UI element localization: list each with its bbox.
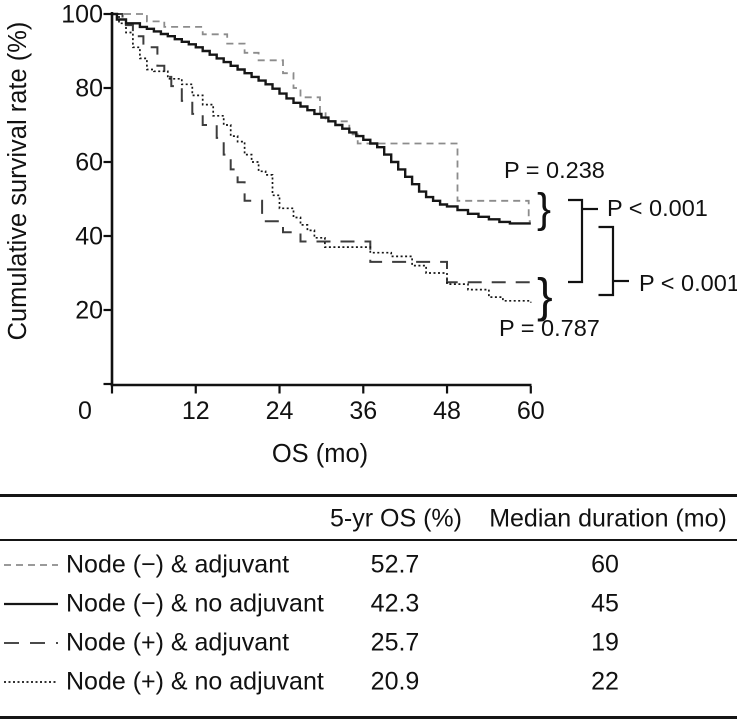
x-tick-label: 12: [182, 397, 210, 425]
p-value-label-p-node-negative-pair: P = 0.238: [504, 157, 605, 183]
table-bottom-rule: [0, 716, 737, 719]
series-label: Node (+) & no adjuvant: [66, 667, 324, 696]
median-duration-value: 19: [591, 628, 619, 657]
p-value-label-p-node-positive-pair: P = 0.787: [499, 315, 600, 341]
table-top-rule: [0, 494, 737, 497]
x-tick-label: 48: [433, 397, 461, 425]
series-label: Node (−) & no adjuvant: [66, 589, 324, 618]
axis-titles: Cumulative survival rate (%) OS (mo): [4, 22, 368, 468]
x-tick-label: 36: [349, 397, 377, 425]
median-duration-value: 45: [591, 589, 619, 618]
line-sample-long-dash: [4, 641, 58, 645]
curve-node-neg-adjuvant: [112, 13, 531, 223]
line-sample-dotted: [4, 681, 58, 683]
brace-node-negative-group: }: [537, 185, 551, 232]
comparison-brackets: [568, 198, 629, 297]
curve-node-pos-adjuvant: [112, 13, 531, 284]
axes: [110, 12, 532, 387]
line-sample-dashed-gray: [4, 564, 58, 566]
y-tick-label: 20: [75, 297, 103, 325]
x-tick-label: 24: [266, 397, 294, 425]
y-tick-label: 60: [75, 149, 103, 177]
bracket-lower: [598, 225, 615, 297]
x-axis-title: OS (mo): [272, 440, 368, 468]
series-label: Node (+) & adjuvant: [66, 628, 290, 657]
bracket-upper: [568, 198, 584, 284]
y-axis-title: Cumulative survival rate (%): [4, 22, 32, 341]
comparison-braces: } }: [537, 185, 553, 322]
five-yr-os-value: 42.3: [370, 589, 420, 618]
line-sample-solid: [4, 602, 58, 606]
median-duration-value: 60: [591, 550, 619, 579]
summary-table: 5-yr OS (%) Median duration (mo) Node (−…: [0, 494, 737, 722]
five-yr-os-value: 25.7: [370, 628, 420, 657]
column-header-median-duration: Median duration (mo): [489, 504, 727, 533]
series-label: Node (−) & adjuvant: [66, 550, 290, 579]
column-header-5yr-os: 5-yr OS (%): [330, 504, 462, 533]
y-tick-label: 100: [61, 1, 103, 29]
curve-node-neg-no-adjuvant: [112, 12, 531, 225]
brace-node-positive-group: }: [537, 269, 553, 322]
p-value-label-p-comparison-lower: P < 0.001: [639, 270, 737, 296]
five-yr-os-value: 52.7: [370, 550, 420, 579]
x-tick-label: 0: [78, 397, 92, 425]
table-header-rule: [0, 538, 737, 541]
axis-ticks: 0 12 24 36 48 60 20 40 60 80 100: [61, 1, 544, 426]
median-duration-value: 22: [591, 667, 619, 696]
y-tick-label: 80: [75, 75, 103, 103]
km-chart: 0 12 24 36 48 60 20 40 60 80 100 Cumulative surviv…: [4, 1, 737, 469]
p-value-label-p-comparison-upper: P < 0.001: [607, 195, 708, 221]
x-tick-label: 60: [517, 397, 545, 425]
curve-node-pos-no-adjuvant: [112, 13, 532, 303]
y-tick-label: 40: [75, 223, 103, 251]
five-yr-os-value: 20.9: [370, 667, 420, 696]
survival-curves: [112, 12, 532, 303]
